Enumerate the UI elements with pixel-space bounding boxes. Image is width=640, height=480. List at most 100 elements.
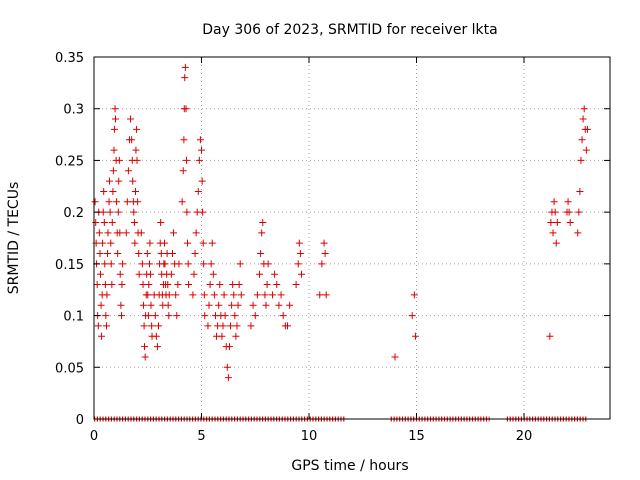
data-point xyxy=(190,270,198,278)
data-point xyxy=(118,312,126,320)
data-point xyxy=(196,136,204,144)
data-point xyxy=(152,332,160,340)
data-point xyxy=(130,208,138,216)
data-point xyxy=(279,312,287,320)
data-point xyxy=(102,322,110,330)
data-point xyxy=(170,229,178,237)
data-point xyxy=(140,322,148,330)
data-point xyxy=(275,301,283,309)
data-point xyxy=(144,291,152,299)
data-point xyxy=(258,229,266,237)
data-point xyxy=(107,239,115,247)
data-point xyxy=(257,250,265,258)
data-point xyxy=(286,301,294,309)
data-point xyxy=(229,281,237,289)
data-point xyxy=(147,301,155,309)
data-point xyxy=(185,281,193,289)
data-point xyxy=(115,177,123,185)
data-point xyxy=(127,115,135,123)
data-point xyxy=(103,291,111,299)
data-point xyxy=(146,239,154,247)
data-point xyxy=(546,332,554,340)
data-point xyxy=(253,291,261,299)
x-tick-label: 15 xyxy=(408,429,425,444)
data-point xyxy=(411,332,419,340)
data-point xyxy=(114,208,122,216)
data-point xyxy=(91,198,99,206)
data-point xyxy=(167,270,175,278)
data-point xyxy=(174,281,182,289)
data-point xyxy=(101,281,109,289)
data-point xyxy=(262,301,270,309)
data-point xyxy=(111,105,119,113)
data-points xyxy=(91,63,591,382)
data-point xyxy=(263,281,271,289)
data-point xyxy=(200,291,208,299)
x-tick-label: 0 xyxy=(90,429,98,444)
y-tick-label: 0.1 xyxy=(63,310,84,325)
data-point xyxy=(134,198,142,206)
data-point xyxy=(566,218,574,226)
data-point xyxy=(106,208,114,216)
y-tick-label: 0.05 xyxy=(55,361,84,376)
data-point xyxy=(261,291,269,299)
data-point xyxy=(199,239,207,247)
y-tick-label: 0.15 xyxy=(55,258,84,273)
data-point xyxy=(208,239,216,247)
chart-title: Day 306 of 2023, SRMTID for receiver lkt… xyxy=(202,22,497,38)
data-point xyxy=(99,239,107,247)
data-point xyxy=(153,343,161,351)
data-point xyxy=(112,115,119,123)
data-point xyxy=(549,229,557,237)
data-point xyxy=(184,260,192,268)
data-point xyxy=(251,312,259,320)
y-axis-title: SRMTID / TECUs xyxy=(6,182,22,295)
data-point xyxy=(235,281,243,289)
data-point xyxy=(130,218,138,226)
data-point xyxy=(192,229,200,237)
data-point xyxy=(234,301,242,309)
data-point xyxy=(223,363,231,371)
data-point xyxy=(189,291,197,299)
data-point xyxy=(135,270,143,278)
data-point xyxy=(227,322,235,330)
data-point xyxy=(113,198,121,206)
data-point xyxy=(201,312,209,320)
y-tick-label: 0 xyxy=(76,413,84,428)
data-point xyxy=(200,260,208,268)
data-point xyxy=(107,260,115,268)
data-point xyxy=(98,332,106,340)
data-point xyxy=(161,239,169,247)
data-point xyxy=(219,322,227,330)
data-point xyxy=(220,291,228,299)
data-point xyxy=(553,218,561,226)
data-point xyxy=(205,301,213,309)
x-tick-label: 20 xyxy=(516,429,533,444)
data-point xyxy=(579,115,587,123)
data-point xyxy=(221,312,229,320)
data-point xyxy=(151,312,159,320)
data-point xyxy=(216,281,224,289)
data-point xyxy=(228,301,236,309)
data-point xyxy=(547,218,555,226)
data-point xyxy=(131,239,139,247)
data-point xyxy=(195,156,203,164)
data-point xyxy=(164,281,172,289)
data-point xyxy=(168,250,176,258)
data-point xyxy=(247,322,255,330)
data-point xyxy=(199,208,207,216)
data-point xyxy=(101,260,109,268)
data-point xyxy=(209,270,217,278)
data-point xyxy=(133,156,141,164)
data-point xyxy=(109,167,117,175)
data-point xyxy=(97,301,105,309)
data-point xyxy=(225,343,233,351)
data-point xyxy=(129,177,137,185)
data-point xyxy=(565,208,573,216)
data-point xyxy=(231,312,239,320)
data-point xyxy=(173,312,181,320)
data-point xyxy=(578,136,586,144)
data-point xyxy=(137,229,145,237)
data-point xyxy=(155,322,162,330)
